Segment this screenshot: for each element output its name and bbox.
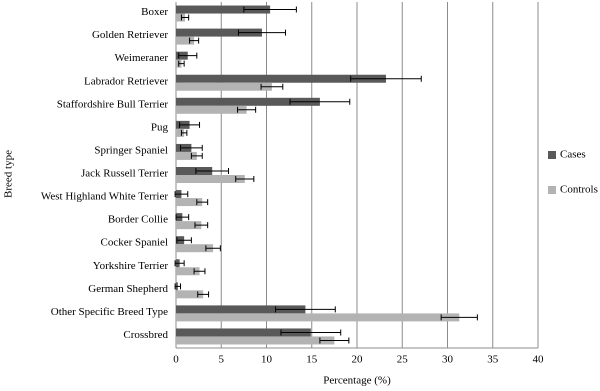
y-tick-label: German Shepherd	[88, 283, 168, 295]
x-tick-label: 10	[261, 354, 273, 366]
bar	[176, 28, 262, 37]
legend-label: Cases	[560, 149, 586, 161]
y-axis-label: Breed type	[3, 150, 15, 198]
bar	[176, 290, 204, 299]
error-bar	[440, 314, 478, 321]
error-bar	[180, 129, 188, 136]
bar	[176, 175, 245, 183]
error-bar	[197, 291, 210, 298]
error-bar	[243, 6, 297, 13]
bar	[176, 105, 247, 114]
bar	[176, 336, 335, 345]
error-bar	[179, 121, 201, 128]
error-bar	[174, 283, 182, 290]
x-tick-label: 25	[397, 354, 409, 366]
bar	[176, 5, 271, 14]
bar	[176, 221, 202, 230]
bar	[176, 13, 186, 22]
bar	[176, 36, 195, 45]
x-tick-label: 15	[306, 354, 318, 366]
bar	[176, 328, 311, 337]
error-bar	[176, 237, 192, 244]
error-bar	[280, 329, 342, 336]
error-bar	[260, 83, 284, 90]
error-bar	[275, 306, 336, 313]
error-bar	[350, 75, 422, 82]
bar	[176, 313, 460, 322]
y-tick-label: Boxer	[141, 6, 168, 18]
y-tick-label: Yorkshire Terrier	[93, 260, 169, 272]
error-bar	[319, 337, 350, 344]
y-tick-label: Labrador Retriever	[84, 75, 168, 87]
y-tick-label: Cocker Spaniel	[100, 237, 168, 249]
legend-swatch	[548, 151, 556, 159]
bar	[176, 74, 386, 83]
x-tick-label: 5	[219, 354, 225, 366]
error-bar	[174, 260, 185, 267]
error-bar	[180, 144, 203, 151]
x-tick-label: 20	[352, 354, 364, 366]
error-bar	[196, 199, 209, 206]
error-bar	[180, 14, 190, 21]
bar	[176, 198, 203, 207]
y-tick-label: Staffordshire Bull Terrier	[57, 98, 169, 110]
error-bar	[175, 214, 190, 221]
x-axis-label: Percentage (%)	[323, 375, 391, 387]
bar	[176, 128, 185, 137]
error-bar	[193, 268, 206, 275]
error-bar	[174, 191, 189, 198]
y-tick-label: Weimeraner	[115, 52, 169, 64]
error-bar	[235, 176, 255, 182]
y-tick-label: Jack Russell Terrier	[81, 168, 168, 180]
legend-label: Controls	[560, 184, 598, 196]
y-tick-label: Pug	[151, 121, 169, 133]
y-tick-label: Springer Spaniel	[94, 144, 168, 156]
error-bar	[205, 245, 221, 252]
legend-swatch	[548, 186, 556, 194]
error-bar	[237, 106, 257, 113]
bar	[176, 151, 197, 160]
y-tick-label: Border Collie	[108, 214, 168, 226]
y-tick-label: West Highland White Terrier	[41, 191, 168, 203]
bar	[176, 82, 272, 91]
y-tick-label: Golden Retriever	[92, 29, 168, 41]
error-bar	[194, 222, 209, 229]
x-tick-label: 35	[487, 354, 499, 366]
error-bar	[178, 60, 185, 67]
x-tick-label: 0	[173, 354, 179, 366]
bar	[176, 244, 214, 253]
x-tick-label: 40	[533, 354, 545, 366]
bar	[176, 305, 306, 314]
error-bar	[289, 98, 351, 105]
y-tick-label: Other Specific Breed Type	[51, 306, 168, 318]
error-bar	[178, 52, 198, 59]
error-bar	[195, 168, 229, 174]
bar	[176, 97, 320, 106]
error-bar	[190, 152, 203, 159]
x-tick-label: 30	[442, 354, 454, 366]
bar	[176, 167, 213, 175]
bar	[176, 267, 200, 276]
error-bar	[189, 37, 200, 44]
y-tick-label: Crossbred	[123, 329, 168, 341]
error-bar	[237, 29, 287, 36]
